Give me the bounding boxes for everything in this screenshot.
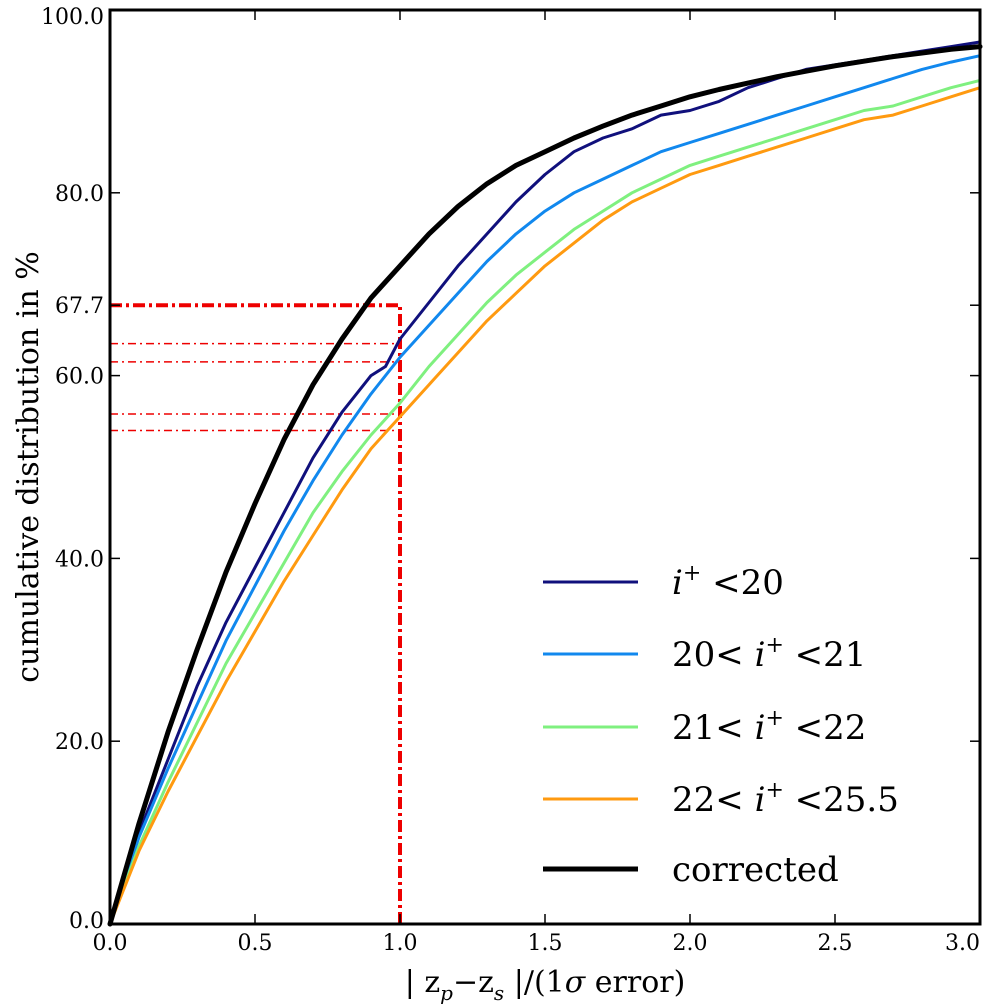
y-axis-label: cumulative distribution in % — [11, 251, 46, 683]
y-tick-label-0: 0.0 — [69, 909, 104, 934]
x-tick-label-4: 2.0 — [673, 931, 708, 956]
x-tick-label-5: 2.5 — [818, 931, 853, 956]
legend-label-3: 22< i+ <25.5 — [672, 778, 899, 820]
legend-label-2: 21< i+ <22 — [672, 706, 866, 748]
legend-label-1: 20< i+ <21 — [672, 633, 866, 675]
x-axis-label: | zp−zs |/(1σ error) — [405, 965, 686, 1005]
x-tick-label-3: 1.5 — [528, 931, 563, 956]
series-line-1 — [108, 54, 982, 926]
axis-ticks: 0.0 0.5 1.0 1.5 2.0 2.5 3.0 0.0 20.0 40.0 60.0 67.7… — [41, 5, 981, 956]
y-tick-label-2: 40.0 — [55, 547, 104, 572]
y-tick-label-3: 60.0 — [55, 365, 104, 390]
x-tick-label-1: 0.5 — [238, 931, 273, 956]
legend-label-4: corrected — [672, 850, 839, 890]
y-tick-label-6: 100.0 — [41, 5, 104, 30]
x-tick-label-2: 1.0 — [383, 931, 418, 956]
y-tick-label-4: 67.7 — [55, 294, 104, 319]
reference-lines — [110, 303, 402, 924]
legend: i+ <20 20< i+ <21 21< i+ <22 22< i+ <25.… — [543, 561, 899, 890]
x-tick-label-6: 3.0 — [945, 931, 980, 956]
legend-label-0: i+ <20 — [672, 561, 784, 603]
series-line-4 — [107, 44, 983, 927]
y-tick-label-5: 80.0 — [55, 182, 104, 207]
x-tick-label-0: 0.0 — [93, 931, 128, 956]
y-tick-label-1: 20.0 — [55, 730, 104, 755]
series-lines — [107, 40, 983, 927]
series-line-3 — [108, 86, 982, 926]
series-line-2 — [108, 78, 982, 926]
